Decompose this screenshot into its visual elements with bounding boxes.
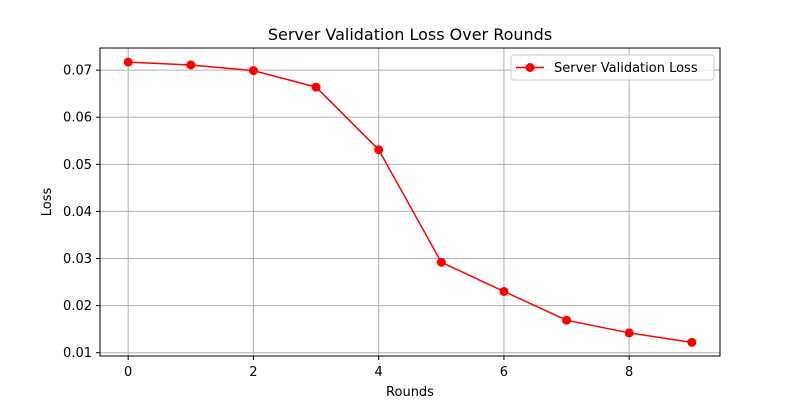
data-point xyxy=(248,66,258,76)
y-axis-title: Loss xyxy=(40,188,55,217)
series-line xyxy=(128,61,692,344)
grid xyxy=(100,48,720,356)
plot-frame xyxy=(99,47,721,357)
data-point xyxy=(123,57,133,67)
data-point xyxy=(499,286,509,296)
x-tick-label: 0 xyxy=(124,365,132,380)
x-tick-label: 6 xyxy=(500,365,508,380)
data-point xyxy=(687,337,697,347)
y-axis: 0.01 0.02 0.03 0.04 0.05 0.06 0.07 xyxy=(63,64,100,361)
legend-box xyxy=(510,54,715,81)
data-point xyxy=(186,60,196,70)
x-tick-label: 8 xyxy=(625,365,633,380)
data-point xyxy=(624,328,634,338)
y-tick-label: 0.02 xyxy=(63,299,92,314)
y-tick-label: 0.04 xyxy=(63,205,92,220)
chart-title: Server Validation Loss Over Rounds xyxy=(268,25,552,44)
legend-marker xyxy=(525,63,535,72)
legend-label: Server Validation Loss xyxy=(554,61,698,76)
y-tick-label: 0.05 xyxy=(63,158,92,173)
y-tick-label: 0.03 xyxy=(63,252,92,267)
x-tick-label: 2 xyxy=(249,365,257,380)
x-axis-title: Rounds xyxy=(386,385,434,400)
x-tick-label: 4 xyxy=(375,365,383,380)
x-axis: 0 2 4 6 8 xyxy=(124,356,633,380)
y-tick-label: 0.06 xyxy=(63,111,92,126)
data-point xyxy=(374,145,384,155)
series-layer xyxy=(123,57,697,347)
y-tick-label: 0.07 xyxy=(63,64,92,79)
legend: Server Validation Loss xyxy=(510,54,715,81)
y-tick-label: 0.01 xyxy=(63,346,92,361)
data-point xyxy=(436,257,446,267)
data-point xyxy=(311,82,321,92)
data-point xyxy=(562,315,572,325)
